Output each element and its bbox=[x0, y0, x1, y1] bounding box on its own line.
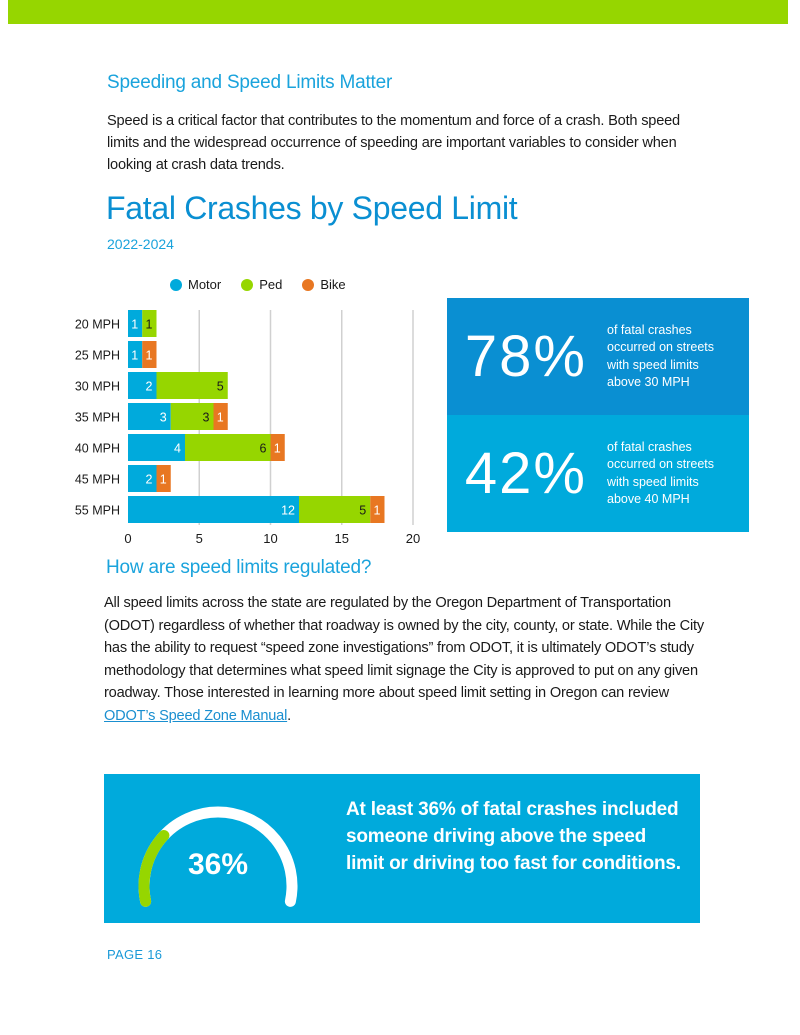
stat-card-above-30: 78% of fatal crashes occurred on streets… bbox=[447, 298, 749, 415]
data-label: 1 bbox=[217, 411, 224, 425]
bar-segment-ped bbox=[185, 434, 271, 461]
data-label: 1 bbox=[131, 318, 138, 332]
legend-item-bike: Bike bbox=[302, 277, 346, 292]
speeding-callout: 36% At least 36% of fatal crashes includ… bbox=[104, 774, 700, 923]
bar-segment-motor bbox=[128, 496, 299, 523]
x-tick-label: 5 bbox=[196, 531, 203, 546]
bar-segment-motor bbox=[128, 465, 157, 492]
bar-segment-motor bbox=[128, 341, 143, 368]
bar-segment-bike bbox=[370, 496, 385, 523]
data-label: 12 bbox=[281, 504, 295, 518]
data-label: 4 bbox=[174, 442, 181, 456]
gauge-fill bbox=[138, 829, 170, 907]
speed-zone-manual-link[interactable]: ODOT’s Speed Zone Manual bbox=[104, 707, 288, 724]
legend-swatch-ped bbox=[241, 278, 254, 291]
top-accent-bar bbox=[8, 0, 788, 24]
bar-segment-motor bbox=[128, 310, 143, 337]
bar-segment-bike bbox=[270, 434, 285, 461]
x-tick-label: 20 bbox=[406, 531, 420, 546]
y-category-label: 55 MPH bbox=[75, 504, 120, 518]
bar-segment-ped bbox=[142, 310, 157, 337]
x-tick-label: 15 bbox=[335, 531, 349, 546]
x-tick-label: 0 bbox=[124, 531, 131, 546]
gauge-icon bbox=[138, 806, 298, 907]
chart-title: Fatal Crashes by Speed Limit bbox=[106, 190, 518, 226]
bar-segment-ped bbox=[170, 403, 214, 430]
legend-swatch-motor bbox=[170, 278, 182, 291]
stat-value: 78% bbox=[464, 324, 587, 389]
data-label: 2 bbox=[146, 473, 153, 487]
y-category-label: 25 MPH bbox=[75, 349, 120, 363]
y-category-label: 45 MPH bbox=[75, 473, 120, 487]
legend-label: Ped bbox=[259, 277, 283, 292]
legend-label: Bike bbox=[320, 277, 346, 292]
legend-label: Motor bbox=[188, 277, 222, 292]
data-label: 1 bbox=[146, 318, 153, 332]
data-label: 1 bbox=[160, 473, 167, 487]
stat-card-above-40: 42% of fatal crashes occurred on streets… bbox=[447, 415, 749, 532]
regulation-heading: How are speed limits regulated? bbox=[106, 557, 372, 578]
y-category-label: 20 MPH bbox=[75, 318, 120, 332]
regulation-paragraph: All speed limits across the state are re… bbox=[104, 592, 709, 727]
bar-segment-motor bbox=[128, 403, 171, 430]
chart-subtitle: 2022-2024 bbox=[107, 236, 174, 252]
data-label: 3 bbox=[203, 411, 210, 425]
data-label: 1 bbox=[131, 349, 138, 363]
section-heading: Speeding and Speed Limits Matter bbox=[107, 72, 393, 93]
bar-segment-bike bbox=[156, 465, 171, 492]
page-number: PAGE 16 bbox=[107, 947, 163, 962]
legend-item-ped: Ped bbox=[241, 277, 282, 292]
stats-panel: 78% of fatal crashes occurred on streets… bbox=[447, 298, 749, 532]
bar-segment-bike bbox=[213, 403, 228, 430]
data-label: 5 bbox=[217, 380, 224, 394]
bar-segment-ped bbox=[299, 496, 371, 523]
x-tick-label: 10 bbox=[263, 531, 277, 546]
bar-segment-motor bbox=[128, 434, 185, 461]
bar-segment-bike bbox=[142, 341, 157, 368]
y-category-label: 35 MPH bbox=[75, 411, 120, 425]
data-label: 1 bbox=[374, 504, 381, 518]
regulation-body: All speed limits across the state are re… bbox=[104, 595, 704, 701]
stat-description: of fatal crashes occurred on streets wit… bbox=[607, 322, 714, 390]
y-category-label: 30 MPH bbox=[75, 380, 120, 394]
data-label: 1 bbox=[146, 349, 153, 363]
chart-legend: Motor Ped Bike bbox=[170, 277, 346, 292]
gauge-label: 36% bbox=[187, 848, 249, 881]
stat-value: 42% bbox=[464, 441, 587, 506]
data-label: 1 bbox=[274, 442, 281, 456]
stat-description: of fatal crashes occurred on streets wit… bbox=[607, 439, 714, 507]
data-label: 5 bbox=[359, 504, 366, 518]
legend-item-motor: Motor bbox=[170, 277, 221, 292]
data-label: 3 bbox=[160, 411, 167, 425]
intro-paragraph: Speed is a critical factor that contribu… bbox=[107, 113, 680, 173]
y-category-label: 40 MPH bbox=[75, 442, 120, 456]
regulation-tail: . bbox=[287, 707, 291, 724]
bar-segment-motor bbox=[128, 372, 157, 399]
legend-swatch-bike bbox=[302, 278, 315, 291]
callout-message: At least 36% of fatal crashes included s… bbox=[346, 799, 681, 874]
bar-segment-ped bbox=[156, 372, 228, 399]
data-label: 2 bbox=[146, 380, 153, 394]
data-label: 6 bbox=[260, 442, 267, 456]
